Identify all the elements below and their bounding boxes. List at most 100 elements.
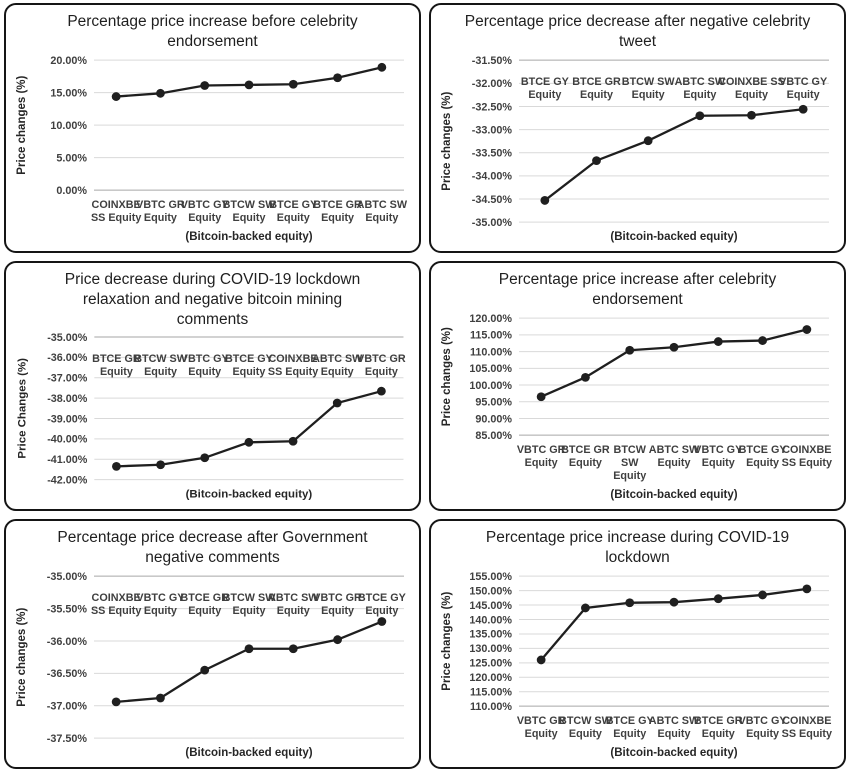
category-label: BTCE GR Equity: [694, 715, 743, 740]
y-tick-label: -36.00%: [47, 635, 88, 647]
y-axis-title: Price changes (%): [441, 327, 453, 426]
x-axis-title: (Bitcoin-backed equity): [186, 489, 313, 501]
y-tick-label: 110.00%: [470, 701, 512, 713]
y-tick-label: 95.00%: [475, 396, 512, 408]
y-tick-label: 110.00%: [470, 346, 512, 358]
category-label: BTCE GY Equity: [521, 76, 570, 101]
category-label: ABTC SW Equity: [357, 199, 408, 224]
data-point: [112, 462, 121, 472]
category-label: ABTC SW Equity: [649, 444, 700, 469]
y-tick-label: -34.00%: [472, 170, 513, 182]
category-label: COINXBE SS Equity: [268, 353, 318, 378]
data-point: [200, 80, 210, 90]
category-label: BTCW SW Equity: [613, 444, 646, 482]
data-point: [758, 590, 767, 600]
y-tick-label: 130.00%: [469, 643, 512, 655]
category-label: BTCE GY Equity: [739, 444, 788, 469]
y-tick-label: -35.50%: [47, 603, 88, 615]
category-label: BTCW SW Equity: [223, 199, 277, 224]
data-point: [581, 372, 590, 382]
data-point: [333, 72, 342, 82]
y-tick-label: -34.50%: [472, 193, 513, 205]
y-tick-label: 0.00%: [56, 185, 87, 197]
category-label: BTCE GR Equity: [572, 76, 621, 101]
y-tick-label: -36.00%: [47, 353, 88, 365]
data-point: [244, 644, 254, 653]
y-tick-label: 115.00%: [470, 329, 512, 341]
category-label: VBTC GR Equity: [517, 715, 566, 740]
y-axis-title: Price changes (%): [16, 607, 28, 706]
data-point: [244, 438, 254, 448]
data-point: [536, 655, 546, 665]
data-point: [156, 88, 165, 98]
category-label: ABTC SW Equity: [649, 715, 700, 740]
category-label: BTCE GY Equity: [269, 199, 318, 224]
data-point: [695, 110, 705, 120]
y-tick-label: 125.00%: [469, 657, 512, 669]
y-tick-label: 105.00%: [469, 363, 512, 375]
data-point: [747, 110, 756, 120]
series-line: [116, 620, 383, 703]
y-tick-label: -40.00%: [47, 434, 88, 446]
category-label: COINXBE SS Equity: [718, 76, 785, 101]
category-label: COINXBE SS Equity: [782, 715, 832, 740]
data-point: [377, 387, 386, 397]
category-label: BTCE GR Equity: [180, 592, 229, 617]
chart-title: Percentage price increase after celebrit…: [498, 271, 777, 308]
y-tick-label: 140.00%: [469, 614, 512, 626]
chart-title: Percentage price increase before celebri…: [67, 13, 358, 50]
data-point: [713, 593, 723, 603]
chart-title: Percentage price increase during COVID-1…: [485, 529, 790, 566]
data-point: [536, 391, 546, 401]
line-chart-canvas: 155.00% 150.00% 145.00% 140.00% 135.00% 130.0…: [441, 571, 832, 759]
data-point: [802, 584, 812, 593]
y-tick-label: -35.00%: [47, 571, 88, 583]
chart-panel-increase-before-endorsement: Percentage price increase before celebri…: [4, 3, 421, 253]
x-axis-title: (Bitcoin-backed equity): [610, 747, 737, 759]
category-label: BTCW SW Equity: [559, 715, 613, 740]
data-point: [758, 335, 767, 345]
y-tick-label: -37.00%: [47, 700, 88, 712]
y-tick-label: 155.00%: [469, 571, 512, 583]
data-point: [798, 104, 808, 114]
y-tick-label: -37.00%: [47, 373, 88, 385]
y-tick-label: 135.00%: [469, 628, 512, 640]
y-tick-label: -35.00%: [47, 332, 88, 344]
y-tick-label: -37.50%: [47, 733, 88, 745]
y-tick-label: -32.00%: [472, 78, 513, 90]
category-label: VBTC GR Equity: [517, 444, 566, 469]
data-point: [581, 603, 590, 613]
category-label: ABTC SW Equity: [675, 76, 726, 101]
y-tick-label: 5.00%: [56, 152, 87, 164]
category-label: VBTC GY Equity: [739, 715, 788, 740]
data-point: [669, 597, 679, 607]
y-tick-label: -33.00%: [472, 124, 513, 136]
y-axis-title: Price changes (%): [441, 591, 453, 690]
line-chart-canvas: 20.00% 15.00% 10.00% 5.00% 0.00% COINXBE SS Eq…: [16, 55, 408, 243]
category-label: ABTC SW Equity: [268, 592, 319, 617]
y-tick-label: -35.00%: [472, 217, 513, 229]
x-axis-title: (Bitcoin-backed equity): [185, 231, 312, 243]
y-axis-title: Price Changes (%): [17, 358, 29, 459]
line-chart-canvas: 120.00% 115.00% 110.00% 105.00% 100.00% 95.00…: [441, 313, 832, 501]
data-point: [540, 195, 550, 205]
data-point: [377, 62, 387, 72]
y-tick-label: 10.00%: [50, 120, 87, 132]
data-point: [200, 453, 210, 463]
chart-panel-decrease-lockdown-relaxation: Price decrease during COVID-19 lockdown …: [4, 261, 421, 511]
y-tick-label: -31.50%: [472, 55, 513, 67]
chart-title: Price decrease during COVID-19 lockdown …: [64, 271, 361, 328]
category-label: VBTC GY Equity: [694, 444, 743, 469]
line-chart-canvas: -31.50% -32.00% -32.50% -33.00% -33.50% -34.0…: [441, 55, 829, 243]
series-line: [540, 328, 808, 398]
y-tick-label: 150.00%: [469, 585, 512, 597]
line-chart-canvas: -35.00% -35.50% -36.00% -36.50% -37.00% -37.5…: [16, 571, 407, 759]
data-point: [111, 697, 121, 706]
line-chart-canvas: -35.00% -36.00% -37.00% -38.00% -39.00% -40.0…: [17, 332, 406, 501]
category-label: VBTC GR Equity: [136, 199, 185, 224]
chart-title: Percentage price decrease after negative…: [464, 13, 811, 50]
y-tick-label: -42.00%: [47, 475, 88, 487]
category-label: BTCE GR Equity: [561, 444, 610, 469]
category-label: COINXBE SS Equity: [91, 592, 141, 617]
